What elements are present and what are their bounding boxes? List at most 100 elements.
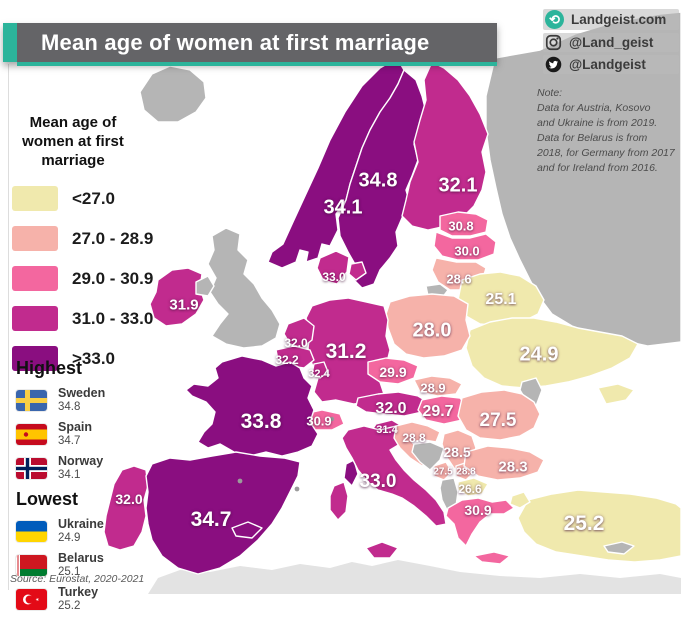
country-austria	[355, 391, 429, 417]
country-portugal	[103, 465, 149, 551]
highest-heading: Highest	[16, 358, 83, 378]
region-crimea	[597, 383, 635, 405]
landgeist-logo-icon: ⟲	[545, 10, 564, 29]
country-greece	[445, 497, 515, 547]
legend-item: 27.0 - 28.9	[12, 226, 202, 252]
island-crete	[473, 551, 511, 565]
city-dot	[294, 486, 300, 492]
spain-flag	[16, 423, 47, 445]
country-slovakia	[413, 375, 463, 397]
rank-value: 34.7	[58, 434, 81, 447]
twitter-icon	[545, 56, 562, 73]
country-ireland	[149, 267, 205, 327]
note-block: Note: Data for Austria, Kosovo and Ukrai…	[537, 86, 679, 175]
title-banner: Mean age of women at first marriage	[3, 23, 497, 66]
africa-landmass	[148, 560, 681, 594]
map-frame-line	[8, 64, 9, 590]
rank-value: 24.9	[58, 531, 81, 544]
legend-label: 27.0 - 28.9	[72, 228, 154, 248]
rank-row-sweden: Sweden 34.8	[16, 386, 166, 414]
note-line: and for Ireland from 2016.	[537, 161, 658, 174]
country-denmark	[316, 250, 350, 285]
country-luxembourg	[311, 361, 329, 379]
ukraine-flag	[16, 520, 47, 542]
legend-item: >33.0	[12, 346, 202, 372]
rank-country: Belarus	[58, 550, 104, 565]
country-bulgaria	[463, 445, 545, 481]
title-accent-bar	[3, 23, 17, 62]
note-line: 2018, for Germany from 2017	[537, 146, 675, 159]
legend-item: 31.0 - 33.0	[12, 306, 202, 332]
instagram-icon	[545, 34, 562, 51]
country-latvia	[433, 231, 497, 261]
country-czechia	[367, 357, 419, 385]
rank-value: 25.1	[58, 565, 81, 578]
country-germany	[305, 297, 391, 405]
legend-swatch	[12, 186, 58, 212]
instagram-row: @Land_geist	[543, 33, 679, 52]
legend-item: 29.0 - 30.9	[12, 266, 202, 292]
legend-swatch	[12, 266, 58, 292]
rank-panel: Highest Sweden 34.8 Spain 34.7	[16, 352, 166, 620]
rank-country: Spain	[58, 419, 93, 434]
rank-row-norway: Norway 34.1	[16, 453, 166, 482]
rank-country: Ukraine	[58, 516, 104, 531]
rank-value: 34.8	[58, 400, 81, 413]
country-cyprus	[603, 541, 635, 555]
city-dot	[237, 478, 243, 484]
country-netherlands	[283, 317, 315, 349]
twitter-row: @Landgeist	[543, 55, 679, 74]
rank-country: Turkey	[58, 584, 99, 599]
note-line: and Ukraine is from 2019.	[537, 116, 658, 129]
legend-item: <27.0	[12, 186, 202, 212]
rank-value: 25.2	[58, 599, 81, 612]
rank-country: Norway	[58, 453, 104, 468]
page-title: Mean age of women at first marriage	[41, 29, 430, 55]
country-turkey	[517, 489, 681, 563]
legend-label: 29.0 - 30.9	[72, 268, 154, 288]
country-denmark-island	[348, 261, 367, 281]
country-iceland	[139, 65, 207, 123]
country-montenegro	[433, 461, 453, 481]
legend-label: >33.0	[72, 348, 116, 368]
rank-row-belarus: Belarus 25.1	[16, 550, 166, 579]
country-france	[185, 355, 319, 457]
twitter-handle: @Landgeist	[569, 57, 646, 72]
legend-swatch	[12, 346, 58, 372]
rank-value: 34.1	[58, 468, 81, 481]
country-belgium	[275, 345, 315, 369]
lowest-heading: Lowest	[16, 488, 79, 509]
island-sardinia	[329, 481, 349, 521]
legend-title: Mean age of women at first marriage	[22, 114, 124, 169]
source-text: Source: Eurostat, 2020-2021	[10, 573, 145, 585]
country-uk	[207, 227, 281, 349]
europe-map	[103, 11, 681, 594]
rank-row-turkey: Turkey 25.2	[16, 584, 166, 613]
rank-country: Sweden	[58, 386, 106, 400]
island-sicily	[365, 541, 399, 559]
rank-row-spain: Spain 34.7	[16, 419, 166, 448]
country-ukraine	[465, 317, 639, 389]
website-row: ⟲ Landgeist.com	[543, 9, 679, 30]
legend-swatch	[12, 306, 58, 332]
legend-swatch	[12, 226, 58, 252]
belarus-flag	[16, 554, 47, 576]
note-line: Data for Belarus is from	[537, 131, 648, 144]
norway-flag	[16, 457, 47, 479]
country-estonia	[439, 211, 489, 237]
country-spain	[145, 451, 301, 575]
legend-label: 31.0 - 33.0	[72, 308, 154, 328]
title-underline-bar	[17, 62, 497, 66]
region-thrace	[509, 491, 531, 509]
note-line: Data for Austria, Kosovo	[537, 101, 651, 114]
instagram-handle: @Land_geist	[569, 35, 654, 50]
sweden-flag	[16, 389, 47, 411]
rank-row-ukraine: Ukraine 24.9	[16, 516, 166, 545]
legend-label: <27.0	[72, 188, 116, 208]
islands-balearic	[231, 521, 263, 539]
website-label: Landgeist.com	[571, 12, 667, 27]
region-northern-ireland	[195, 275, 215, 297]
country-poland	[385, 293, 471, 359]
turkey-flag	[16, 588, 47, 610]
social-links: ⟲ Landgeist.com @Land_geist @Landgeist	[543, 9, 679, 77]
